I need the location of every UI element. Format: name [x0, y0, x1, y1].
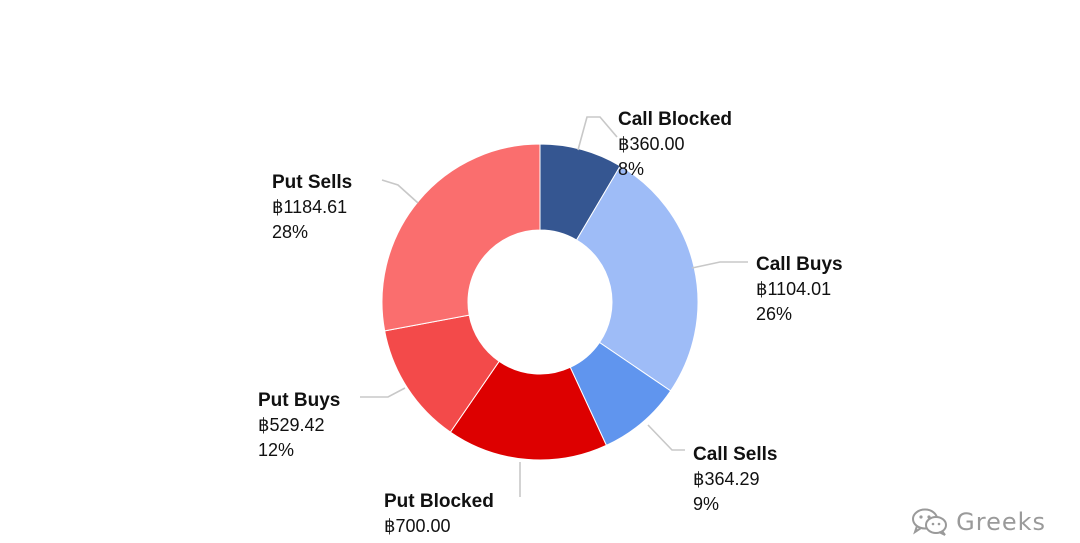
slices-group: [381, 143, 699, 461]
slice-label-percent-put-sells: 28%: [272, 222, 308, 242]
slice-label-name-call-sells: Call Sells: [693, 444, 778, 465]
leader-line-call-blocked: [577, 116, 618, 151]
slice-label-name-put-sells: Put Sells: [272, 172, 352, 193]
leader-line-call-sells: [647, 424, 685, 451]
slice-label-name-put-buys: Put Buys: [258, 390, 340, 411]
slice-label-value-put-sells: ฿1184.61: [272, 197, 347, 217]
slice-put-blocked: [449, 360, 608, 461]
leader-line-call-buys: [691, 261, 748, 269]
slice-label-percent-put-buys: 12%: [258, 440, 294, 460]
slice-label-value-put-buys: ฿529.42: [258, 415, 325, 435]
slice-label-name-call-buys: Call Buys: [756, 254, 843, 275]
watermark: Greeks: [910, 507, 1046, 537]
slice-label-value-call-sells: ฿364.29: [693, 469, 760, 489]
wechat-icon: [912, 508, 948, 536]
slice-label-value-put-blocked: ฿700.00: [384, 516, 451, 536]
slice-label-name-call-blocked: Call Blocked: [618, 109, 732, 130]
leader-line-put-buys: [360, 387, 406, 398]
watermark-text: Greeks: [956, 508, 1046, 536]
slice-put-sells: [381, 143, 541, 332]
slice-call-buys: [575, 165, 699, 392]
slice-label-percent-call-buys: 26%: [756, 304, 792, 324]
leader-line-put-sells: [381, 179, 419, 204]
slice-label-percent-call-sells: 9%: [693, 494, 719, 514]
slice-label-value-call-blocked: ฿360.00: [618, 134, 685, 154]
slice-label-value-call-buys: ฿1104.01: [756, 279, 831, 299]
slice-label-name-put-blocked: Put Blocked: [384, 491, 494, 512]
leader-lines-group: [360, 116, 748, 497]
slice-label-percent-call-blocked: 8%: [618, 159, 644, 179]
slice-labels-group: Call Blocked ฿360.00 8% Call Buys ฿1104.01 26…: [258, 109, 843, 536]
